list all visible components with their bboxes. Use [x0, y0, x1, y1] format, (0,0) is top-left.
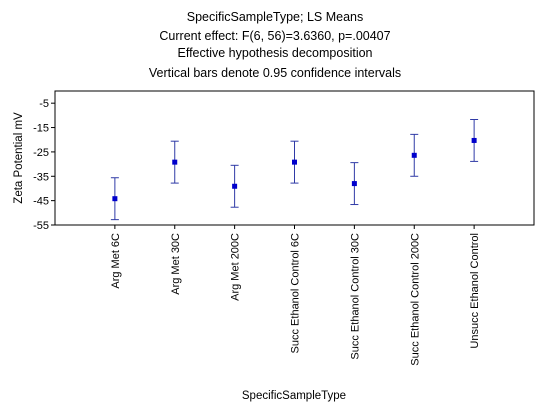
y-axis-label: Zeta Potential mV	[13, 112, 25, 204]
x-tick-label: Unsucc Ethanol Control	[469, 233, 481, 349]
mean-point	[172, 159, 178, 165]
mean-point	[112, 196, 118, 202]
y-tick-label: -15	[33, 123, 49, 135]
chart-subtitle-decomposition: Effective hypothesis decomposition	[177, 46, 372, 60]
y-tick-label: -45	[33, 196, 49, 208]
x-tick-label: Arg Met 30C	[170, 233, 182, 295]
chart-subtitle-effect: Current effect: F(6, 56)=3.6360, p=.0040…	[159, 29, 390, 43]
mean-point	[292, 159, 297, 165]
y-axis: -5 -15 -25 -35 -45 -55	[33, 98, 55, 232]
x-axis-label: SpecificSampleType	[242, 390, 346, 402]
y-tick-label: -5	[39, 98, 49, 110]
mean-point	[351, 181, 357, 187]
y-tick-label: -35	[33, 171, 49, 183]
x-tick-label: Arg Met 200C	[230, 233, 242, 301]
x-tick-label: Succ Ethanol Control 30C	[349, 233, 361, 360]
chart-titles: SpecificSampleType; LS Means Current eff…	[149, 10, 401, 80]
x-tick-label: Succ Ethanol Control 200C	[409, 233, 421, 366]
y-tick-label: -25	[33, 147, 49, 159]
x-tick-label: Succ Ethanol Control 6C	[290, 233, 302, 354]
chart-subtitle-ci: Vertical bars denote 0.95 confidence int…	[149, 66, 401, 80]
series-marks	[110, 119, 479, 221]
mean-point	[232, 183, 238, 189]
chart-title: SpecificSampleType; LS Means	[187, 10, 363, 24]
mean-point	[471, 137, 477, 143]
x-axis: Arg Met 6C Arg Met 30C Arg Met 200C Succ Et…	[110, 225, 481, 366]
y-tick-label: -55	[33, 220, 49, 232]
mean-point	[411, 152, 417, 158]
x-tick-label: Arg Met 6C	[110, 233, 122, 289]
